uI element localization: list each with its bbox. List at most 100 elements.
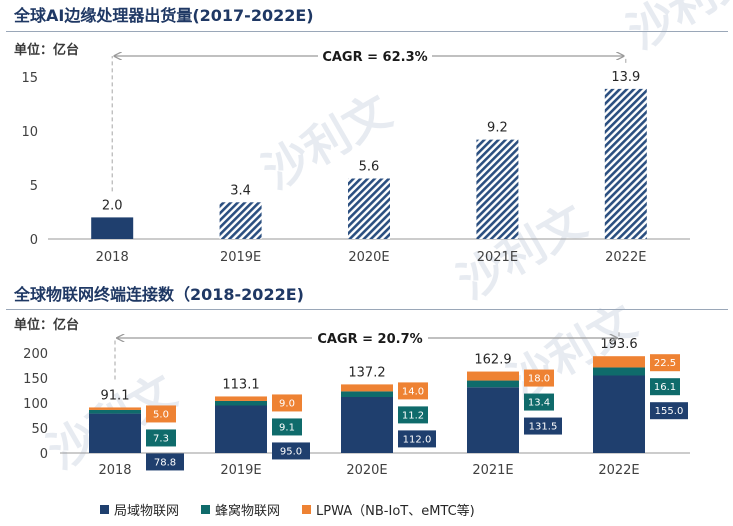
segment-label-box	[524, 417, 562, 435]
data-label: 9.2	[487, 121, 508, 136]
x-category-label: 2019E	[220, 250, 261, 265]
legend-label: LPWA（NB-IoT、eMTC等)	[316, 504, 475, 519]
data-label: 5.6	[359, 160, 380, 175]
stacked-bar-segment-2021E-0	[467, 387, 519, 453]
stacked-bar-segment-2021E-2	[467, 371, 519, 381]
legend-label: 蜂窝物联网	[215, 504, 281, 519]
segment-value-label: 9.0	[279, 398, 295, 409]
bar-2019E	[219, 202, 262, 239]
stacked-bar-segment-2022E-0	[593, 375, 645, 453]
data-label: 3.4	[230, 183, 251, 198]
stacked-bar-segment-2020E-2	[341, 384, 393, 392]
y-tick-label: 0	[40, 447, 48, 462]
stacked-bar-segment-2020E-1	[341, 391, 393, 397]
segment-value-label: 18.0	[528, 374, 550, 385]
stacked-bar-segment-2021E-1	[467, 380, 519, 388]
segment-value-label: 112.0	[403, 434, 432, 445]
watermark-text: 沙利文	[619, 0, 733, 60]
cagr-label: CAGR = 20.7%	[317, 332, 422, 347]
x-category-label: 2021E	[472, 463, 513, 478]
x-category-label: 2022E	[598, 463, 639, 478]
y-tick-label: 100	[23, 397, 48, 412]
total-label: 91.1	[101, 388, 130, 403]
bar-2022E	[604, 88, 647, 239]
legend-item-lan-iot: 局域物联网	[100, 500, 179, 519]
total-label: 113.1	[222, 377, 259, 392]
segment-value-label: 13.4	[528, 398, 550, 409]
segment-value-label: 5.0	[153, 409, 169, 420]
x-category-label: 2019E	[220, 463, 261, 478]
cagr-label: CAGR = 62.3%	[322, 50, 427, 65]
data-label: 2.0	[102, 198, 123, 213]
legend-item-cellular-iot: 蜂窝物联网	[201, 500, 280, 519]
unit-label: 单位：亿台	[14, 318, 80, 333]
legend-label: 局域物联网	[114, 504, 180, 519]
segment-label-box	[272, 418, 302, 436]
segment-label-box	[398, 406, 428, 424]
stacked-bar-segment-2018-1	[89, 409, 141, 414]
chart-title-iot-connections: 全球物联网终端连接数（2018-2022E)	[14, 285, 304, 304]
total-label: 162.9	[474, 353, 511, 368]
stacked-bar-segment-2022E-2	[593, 356, 645, 368]
unit-label: 单位：亿台	[14, 43, 80, 58]
stacked-bar-segment-2019E-1	[215, 400, 267, 406]
legend-swatch	[302, 505, 312, 514]
segment-label-box	[146, 429, 176, 447]
segment-value-label: 9.1	[279, 422, 295, 433]
segment-label-box	[398, 382, 428, 400]
legend: 局域物联网 蜂窝物联网 LPWA（NB-IoT、eMTC等)	[100, 500, 475, 519]
x-category-label: 2020E	[348, 250, 389, 265]
title-divider	[6, 31, 728, 32]
chart-title-ai-processors: 全球AI边缘处理器出货量(2017-2022E)	[14, 6, 314, 25]
y-tick-label: 15	[21, 71, 38, 86]
title-divider	[6, 309, 728, 310]
segment-value-label: 14.0	[402, 386, 424, 397]
y-tick-label: 10	[21, 125, 38, 140]
segment-value-label: 22.5	[654, 358, 676, 369]
x-category-label: 2018	[96, 250, 129, 265]
stacked-bar-segment-2019E-2	[215, 396, 267, 401]
stacked-bar-segment-2018-0	[89, 413, 141, 453]
segment-value-label: 78.8	[154, 457, 176, 468]
segment-label-box	[272, 394, 302, 412]
total-label: 193.6	[600, 337, 637, 352]
x-category-label: 2020E	[346, 463, 387, 478]
segment-label-box	[650, 378, 680, 396]
iot-connections-chart: 0 50 100 150 200 91.1 2018 5.0 7.3 78.8 113.1 2019E…	[23, 332, 690, 478]
segment-value-label: 11.2	[402, 410, 424, 421]
y-tick-label: 200	[23, 347, 48, 362]
segment-value-label: 131.5	[529, 422, 558, 433]
stacked-bar-segment-2019E-0	[215, 405, 267, 453]
segment-label-box	[650, 354, 680, 372]
segment-label-box	[524, 393, 554, 411]
y-tick-label: 5	[30, 179, 38, 194]
edge-processor-shipments-chart: 0 5 10 15 2.0 2018 3.4 2019E 5.6 2020E 9.2 2021E 13.…	[21, 50, 690, 265]
legend-swatch	[201, 505, 211, 514]
x-category-label: 2018	[98, 463, 131, 478]
segment-label-box	[146, 405, 176, 423]
y-tick-label: 0	[30, 233, 38, 248]
total-label: 137.2	[348, 365, 385, 380]
segment-label-box	[524, 369, 554, 387]
bar-2018	[91, 217, 134, 239]
x-category-label: 2021E	[477, 250, 518, 265]
stacked-bar-segment-2018-2	[89, 407, 141, 410]
watermark-text: 沙利文	[449, 194, 596, 310]
segment-label-box	[650, 402, 688, 420]
y-tick-label: 50	[31, 422, 48, 437]
segment-value-label: 7.3	[153, 433, 169, 444]
segment-label-box	[398, 430, 436, 448]
legend-item-lpwa: LPWA（NB-IoT、eMTC等)	[302, 500, 475, 519]
stacked-bar-segment-2022E-1	[593, 367, 645, 376]
legend-swatch	[100, 505, 109, 514]
segment-label-box	[272, 442, 310, 460]
x-category-label: 2022E	[605, 250, 646, 265]
segment-value-label: 155.0	[655, 406, 684, 417]
bar-2021E	[476, 139, 519, 239]
data-label: 13.9	[611, 70, 640, 85]
segment-value-label: 16.1	[654, 382, 676, 393]
segment-value-label: 95.0	[280, 446, 302, 457]
bar-2020E	[348, 178, 390, 239]
